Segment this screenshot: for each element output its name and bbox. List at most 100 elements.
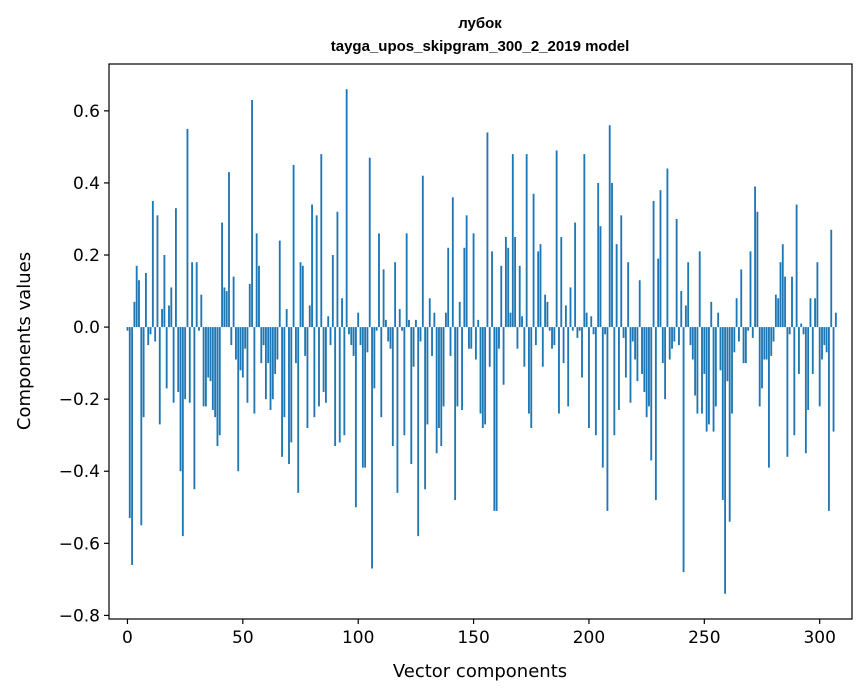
chart-title: лубок [458,15,502,32]
bar-66 [278,240,281,328]
bar-18 [168,305,170,328]
bar-152 [477,319,480,328]
bar-242 [684,305,687,328]
bar-224 [643,327,646,392]
bar-141 [451,197,454,328]
bar-118 [398,309,401,328]
bar-112 [384,319,387,328]
bar-30 [195,262,198,328]
bar-36 [209,327,212,382]
bar-254 [712,327,715,432]
bar-225 [645,327,648,418]
bar-147 [465,215,468,328]
bar-240 [680,291,683,328]
bar-35 [207,327,210,378]
bar-27 [188,327,191,403]
bar-6 [140,327,143,526]
bar-211 [613,327,616,436]
bar-42 [223,287,226,328]
bar-81 [313,327,316,418]
bar-15 [161,309,163,328]
x-axis-label: Vector components [393,661,567,682]
bar-136 [440,327,443,447]
bar-269 [747,327,750,331]
bar-213 [618,327,620,410]
bar-0 [126,327,129,331]
x-tick-label: 300 [803,628,835,648]
bar-190 [564,305,567,328]
bar-49 [239,327,242,371]
bar-306 [832,327,835,432]
bar-255 [714,327,717,407]
bar-117 [396,327,399,493]
bar-208 [606,327,609,511]
bar-209 [608,125,611,328]
bar-101 [359,327,362,346]
bar-9 [147,327,150,346]
bar-188 [560,236,563,328]
bar-244 [689,327,692,346]
bar-235 [668,327,671,360]
bar-280 [772,327,775,342]
bar-238 [675,218,678,328]
bar-220 [634,327,637,360]
bar-282 [777,298,780,328]
bar-54 [251,100,253,328]
bar-263 [733,327,736,353]
bar-139 [447,247,450,328]
bar-67 [281,327,283,457]
bar-123 [410,327,413,465]
bar-34 [204,327,207,407]
bar-296 [809,298,812,328]
bar-176 [532,193,535,328]
bar-145 [461,327,463,410]
bar-164 [504,236,507,328]
bar-172 [523,327,526,367]
bar-219 [631,327,634,342]
bar-196 [578,327,581,331]
bar-80 [311,204,313,328]
bar-241 [682,327,685,573]
bar-228 [652,200,655,328]
bar-267 [742,327,745,364]
bar-287 [788,327,791,335]
bar-177 [534,327,537,346]
bar-302 [823,327,826,346]
bar-243 [687,262,690,328]
bar-233 [664,327,667,400]
bar-17 [165,327,168,389]
bar-98 [352,327,355,356]
bar-108 [375,327,378,331]
bar-21 [174,208,177,328]
bar-218 [629,327,632,403]
bar-199 [585,312,588,328]
x-tick-label: 150 [457,628,489,648]
bar-294 [804,327,807,454]
bar-32 [200,294,203,328]
bar-285 [784,276,787,328]
bar-166 [509,312,512,328]
bar-180 [541,327,544,367]
bar-163 [502,327,505,385]
bar-215 [622,327,625,338]
bar-178 [537,251,540,328]
bar-92 [338,327,341,443]
y-tick-label: 0.2 [73,246,100,266]
bar-260 [726,327,729,382]
bar-40 [218,327,221,436]
bar-24 [181,327,184,537]
bar-110 [380,327,383,418]
x-tick-label: 0 [122,628,133,648]
bar-150 [472,233,475,328]
bar-19 [170,287,173,328]
bar-102 [361,327,364,468]
bar-183 [548,327,551,331]
bar-13 [156,215,159,328]
bar-290 [795,204,798,328]
bar-124 [412,327,415,367]
bar-5 [138,280,140,328]
bar-45 [230,327,233,346]
y-tick-label: 0.0 [73,318,100,338]
bar-140 [449,327,452,356]
bar-99 [354,327,357,508]
